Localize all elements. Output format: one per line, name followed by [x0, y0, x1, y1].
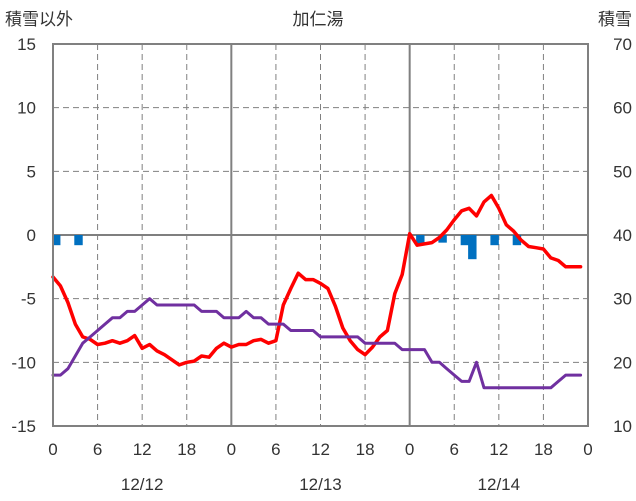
grid	[53, 44, 588, 426]
left-y-tick-label: -10	[11, 353, 36, 372]
left-y-tick-label: -15	[11, 417, 36, 436]
precipitation-bar	[438, 235, 447, 243]
x-tick-label: 18	[534, 440, 553, 459]
x-tick-label: 12	[489, 440, 508, 459]
right-y-tick-label: 30	[613, 290, 632, 309]
precipitation-bar	[468, 235, 477, 260]
x-tick-label: 6	[450, 440, 459, 459]
x-tick-label: 0	[48, 440, 57, 459]
date-label: 12/13	[299, 475, 342, 494]
chart-title: 加仁湯	[293, 10, 344, 30]
temperature-line	[51, 193, 583, 367]
precipitation-bar	[74, 235, 83, 246]
date-label: 12/14	[478, 475, 521, 494]
right-y-tick-label: 10	[613, 417, 632, 436]
x-tick-label: 0	[227, 440, 236, 459]
left-y-tick-label: 5	[27, 162, 36, 181]
right-y-tick-label: 40	[613, 226, 632, 245]
plot-border	[52, 43, 589, 427]
date-label: 12/12	[121, 475, 164, 494]
left-y-tick-label: 15	[17, 35, 36, 54]
right-y-tick-label: 20	[613, 353, 632, 372]
x-tick-label: 18	[356, 440, 375, 459]
plot-frame	[52, 43, 589, 427]
precipitation-bar	[416, 235, 425, 246]
precipitation-bar	[52, 235, 61, 246]
precipitation-bar	[460, 235, 470, 246]
precipitation-bar	[490, 235, 499, 246]
right-axis-label: 積雪	[598, 10, 632, 30]
series-lines	[51, 193, 583, 390]
x-tick-label: 6	[271, 440, 280, 459]
x-tick-label: 12	[311, 440, 330, 459]
x-tick-label: 12	[133, 440, 152, 459]
precipitation-bar	[512, 235, 522, 246]
precipitation-bars	[52, 235, 522, 260]
left-y-tick-label: -5	[21, 290, 36, 309]
right-y-tick-label: 70	[613, 35, 632, 54]
right-y-tick-label: 60	[613, 99, 632, 118]
x-tick-label: 6	[93, 440, 102, 459]
left-axis-label: 積雪以外	[5, 10, 73, 30]
snow-depth-line	[51, 297, 583, 390]
x-tick-label: 18	[177, 440, 196, 459]
left-y-tick-label: 10	[17, 99, 36, 118]
x-tick-label: 0	[583, 440, 592, 459]
right-y-tick-label: 50	[613, 162, 632, 181]
left-y-tick-label: 0	[27, 226, 36, 245]
x-tick-label: 0	[405, 440, 414, 459]
